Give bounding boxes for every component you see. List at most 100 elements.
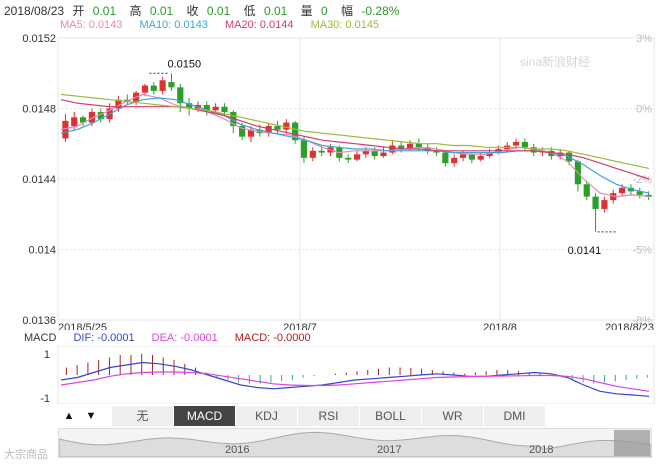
candle[interactable] <box>521 138 528 151</box>
candle[interactable] <box>283 119 290 134</box>
candle[interactable] <box>292 120 299 144</box>
ma-lines-group <box>60 93 650 198</box>
indicator-tabs: 无 MACD KDJ RSI BOLL WR DMI <box>56 406 654 426</box>
scroll-up-button[interactable]: ▲ <box>63 410 75 422</box>
ma-line-ma5 <box>60 93 650 198</box>
candlestick-chart[interactable]: 0.0152 3% 0.0148 0% 0.0144 -2% 0.014 -5% 0.0136 -… <box>0 0 668 330</box>
x-tick-label: 2018/7 <box>283 322 317 330</box>
navigator-sparkline <box>59 431 651 457</box>
candle[interactable] <box>353 150 361 162</box>
chart-grid: 0.0152 3% 0.0148 0% 0.0144 -2% 0.014 -5% 0.0136 -… <box>22 33 655 327</box>
scroll-down-button[interactable]: ▼ <box>85 410 97 422</box>
open-label: 开 <box>72 4 85 18</box>
candle[interactable] <box>318 147 325 157</box>
time-navigator[interactable]: 2016 2017 2018 <box>58 428 652 458</box>
x-tick-label: 2018/8/23 <box>605 322 654 330</box>
tab-macd[interactable]: MACD <box>174 406 236 426</box>
candle[interactable] <box>203 101 210 116</box>
candle[interactable] <box>309 147 316 162</box>
open-value: 0.01 <box>92 4 117 18</box>
tab-dmi[interactable]: DMI <box>484 406 546 426</box>
change-label: 幅 <box>341 4 354 18</box>
macd-axis-top: 1 <box>44 349 50 361</box>
sina-watermark: sina新浪财经 <box>520 54 590 69</box>
y-tick-label: 0.0136 <box>22 315 56 327</box>
candle[interactable] <box>247 126 255 142</box>
macd-histogram <box>65 353 649 384</box>
candle[interactable] <box>442 150 449 167</box>
ma30-legend: MA30: 0.0145 <box>310 19 380 31</box>
candle[interactable] <box>451 154 458 167</box>
axis-labels-group: 2018/5/25 2018/7 2018/8 2018/8/23 0.0150 0.01… <box>58 58 654 330</box>
quote-date: 2018/08/23 <box>4 4 65 18</box>
change-value: -0.28% <box>361 4 400 18</box>
volume-value: 0 <box>321 4 328 18</box>
macd-name: MACD <box>24 332 57 344</box>
y-tick-label: 0.0148 <box>22 104 56 116</box>
dea-legend: DEA: -0.0001 <box>151 332 218 344</box>
pct-tick-label: -8% <box>632 315 652 327</box>
candles-group <box>62 73 652 232</box>
tab-kdj[interactable]: KDJ <box>236 406 298 426</box>
close-value: 0.01 <box>206 4 231 18</box>
macd-grid <box>57 346 655 404</box>
candle[interactable] <box>186 97 193 116</box>
macd-axis-bottom: -1 <box>40 393 50 404</box>
candle[interactable] <box>300 136 308 164</box>
ma-legend: MA5: 0.0143 MA10: 0.0143 MA20: 0.0144 MA… <box>60 19 393 31</box>
macd-legend: MACD DIF: -0.0001 DEA: -0.0001 MACD: -0.… <box>24 332 325 344</box>
candle[interactable] <box>530 143 537 157</box>
tab-rsi[interactable]: RSI <box>298 406 360 426</box>
candle[interactable] <box>62 113 69 142</box>
dea-line <box>60 371 650 392</box>
candle[interactable] <box>380 147 387 158</box>
brand-logo: 大宗商品 <box>4 449 48 461</box>
navigator-year-2017: 2017 <box>377 444 401 456</box>
y-tick-label: 0.0144 <box>22 174 56 186</box>
candle[interactable] <box>79 115 87 127</box>
candle[interactable] <box>97 108 104 123</box>
navigator-year-2016: 2016 <box>225 444 249 456</box>
ma5-legend: MA5: 0.0143 <box>60 19 123 31</box>
candle[interactable] <box>265 122 272 137</box>
x-tick-label: 2018/5/25 <box>58 322 107 330</box>
macd-chart[interactable]: 1 -1 <box>0 346 668 404</box>
low-label: 低 <box>243 4 256 18</box>
ma20-legend: MA20: 0.0144 <box>225 19 294 31</box>
ma10-legend: MA10: 0.0143 <box>139 19 208 31</box>
navigator-window[interactable] <box>614 430 650 456</box>
candle[interactable] <box>345 154 352 164</box>
candle[interactable] <box>150 82 157 95</box>
navigator-year-2018: 2018 <box>529 444 553 456</box>
ma-line-ma20 <box>60 99 650 180</box>
pct-tick-label: 3% <box>636 33 652 45</box>
candle[interactable] <box>583 180 590 201</box>
high-label: 高 <box>129 4 142 18</box>
tab-boll[interactable]: BOLL <box>360 406 422 426</box>
candle[interactable] <box>610 189 617 204</box>
y-tick-label: 0.0152 <box>22 33 56 45</box>
candle[interactable] <box>601 196 608 213</box>
close-label: 收 <box>186 4 199 18</box>
high-value: 0.01 <box>149 4 174 18</box>
candle[interactable] <box>592 193 599 232</box>
ma-line-ma30 <box>60 93 650 169</box>
candle[interactable] <box>424 143 431 155</box>
candle[interactable] <box>168 73 175 91</box>
candle[interactable] <box>636 187 643 199</box>
candle[interactable] <box>141 83 149 97</box>
candle[interactable] <box>239 122 246 141</box>
dif-line <box>60 361 650 397</box>
macd-lines <box>60 361 650 397</box>
pct-tick-label: -2% <box>632 174 652 186</box>
candle[interactable] <box>230 110 237 134</box>
tab-none[interactable]: 无 <box>112 406 174 426</box>
tab-wr[interactable]: WR <box>422 406 484 426</box>
candle[interactable] <box>159 76 166 95</box>
low-value: 0.01 <box>263 4 288 18</box>
volume-label: 量 <box>300 4 313 18</box>
pct-tick-label: -5% <box>632 245 652 257</box>
quote-info-bar: 2018/08/23 开 0.01 高 0.01 收 0.01 低 0.01 量… <box>4 2 409 19</box>
pct-tick-label: 0% <box>636 104 652 116</box>
x-tick-label: 2018/8 <box>483 322 517 330</box>
